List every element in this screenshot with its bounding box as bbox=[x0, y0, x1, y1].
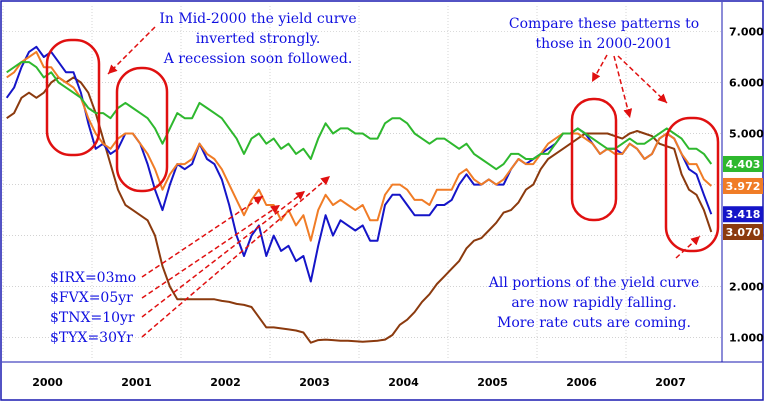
x-tick-label: 2007 bbox=[655, 376, 686, 389]
y-tick-label: 7.000 bbox=[729, 26, 764, 39]
annotation-falling-line-2: are now rapidly falling. bbox=[511, 295, 676, 311]
last-value-box bbox=[723, 223, 763, 240]
annotation-falling-line-3: More rate cuts are coming. bbox=[497, 315, 691, 331]
y-tick-label: 5.000 bbox=[729, 128, 764, 141]
annotation-arrows bbox=[107, 26, 701, 338]
x-tick-label: 2002 bbox=[210, 376, 241, 389]
x-tick-label: 2005 bbox=[477, 376, 508, 389]
y-tick-label: 6.000 bbox=[729, 77, 764, 90]
arrow-fvx bbox=[141, 204, 281, 299]
x-tick-label: 2004 bbox=[388, 376, 419, 389]
arrow-compare-1 bbox=[591, 54, 608, 83]
last-value-box bbox=[723, 206, 763, 223]
annotation-compare-line-2: those in 2000-2001 bbox=[536, 36, 673, 52]
last-value-label: 3.972 bbox=[726, 180, 761, 193]
annotation-falling: All portions of the yield curve are now … bbox=[488, 275, 700, 331]
series-layer bbox=[5, 45, 713, 344]
arrow-inversion bbox=[107, 26, 156, 75]
highlight-oval-2006 bbox=[570, 97, 618, 222]
legend-tyx: $TYX=30Yr bbox=[50, 330, 133, 346]
x-tick-label: 2001 bbox=[121, 376, 152, 389]
last-value-label: 4.403 bbox=[726, 158, 761, 171]
last-value-label: 3.070 bbox=[726, 226, 761, 239]
last-value-box bbox=[723, 177, 763, 194]
highlight-oval-2001 bbox=[115, 66, 169, 193]
series-legend: $IRX=03mo $FVX=05yr $TNX=10yr $TYX=30Yr bbox=[50, 270, 136, 346]
last-value-labels: 4.403 3.972 3.418 3.070 bbox=[723, 155, 763, 240]
annotation-inversion-line-2: inverted strongly. bbox=[196, 31, 321, 47]
annotation-inversion: In Mid-2000 the yield curve inverted str… bbox=[159, 11, 356, 67]
y-tick-label: 1.000 bbox=[729, 332, 764, 345]
annotation-inversion-line-1: In Mid-2000 the yield curve bbox=[159, 11, 356, 27]
y-tick-label: 2.000 bbox=[729, 281, 764, 294]
annotation-compare-line-1: Compare these patterns to bbox=[509, 16, 699, 32]
legend-tnx: $TNX=10yr bbox=[50, 310, 135, 326]
last-value-box bbox=[723, 155, 763, 172]
x-tick-labels: 2000 2001 2002 2003 2004 2005 2006 2007 bbox=[32, 376, 686, 389]
arrow-compare-3 bbox=[617, 55, 668, 104]
series-line-3 bbox=[6, 61, 713, 171]
annotation-falling-line-1: All portions of the yield curve bbox=[488, 275, 700, 291]
x-tick-label: 2003 bbox=[299, 376, 330, 389]
series-line-0 bbox=[6, 76, 713, 344]
x-tick-label: 2006 bbox=[566, 376, 597, 389]
annotation-inversion-line-3: A recession soon followed. bbox=[163, 51, 353, 67]
last-value-label: 3.418 bbox=[726, 208, 761, 221]
highlight-ovals bbox=[45, 38, 720, 253]
legend-fvx: $FVX=05yr bbox=[50, 290, 133, 306]
arrow-tyx bbox=[141, 175, 331, 338]
arrow-falling bbox=[675, 235, 701, 259]
highlight-oval-2007 bbox=[664, 116, 720, 253]
series-line-2 bbox=[6, 50, 712, 242]
annotation-compare: Compare these patterns to those in 2000-… bbox=[509, 16, 699, 52]
x-tick-label: 2000 bbox=[32, 376, 63, 389]
legend-irx: $IRX=03mo bbox=[50, 270, 136, 286]
arrow-irx bbox=[141, 195, 264, 278]
highlight-oval-2000 bbox=[45, 38, 101, 157]
arrow-tnx bbox=[141, 190, 306, 318]
arrow-compare-2 bbox=[613, 55, 633, 119]
